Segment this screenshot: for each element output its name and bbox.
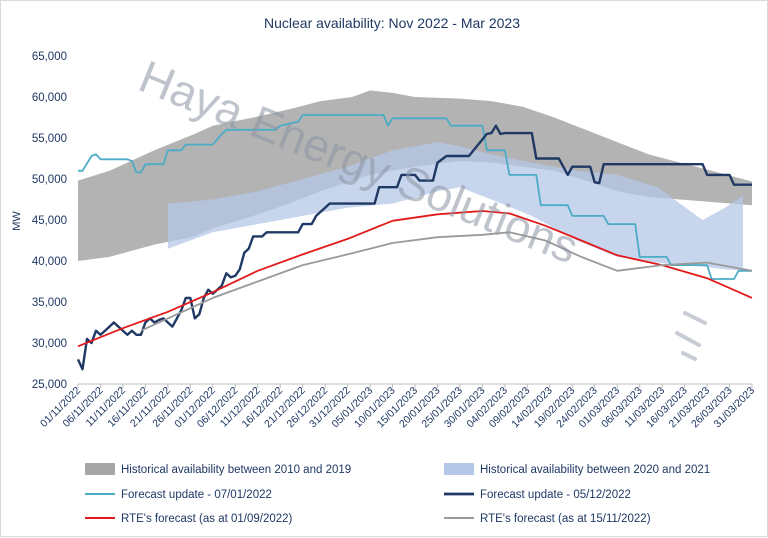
y-tick-label: 35,000 bbox=[32, 297, 67, 309]
y-tick-label: 25,000 bbox=[32, 379, 67, 391]
series-line-forecast-update-07-01-2022 bbox=[78, 114, 752, 280]
legend-label-forecast-update-05-12-2022: Forecast update - 05/12/2022 bbox=[480, 489, 631, 501]
series-line-rte-s-forecast-as-at-01-09-2022 bbox=[77, 210, 753, 348]
series-line-forecast-update-05-12-2022 bbox=[76, 124, 752, 371]
legend-swatch-historical-availability-between-2010-and-2019 bbox=[85, 463, 115, 475]
y-tick-label: 45,000 bbox=[32, 215, 67, 227]
y-tick-label: 30,000 bbox=[32, 338, 67, 350]
watermark-logo-icon bbox=[675, 311, 707, 361]
legend-label-historical-availability-between-2010-and-2019: Historical availability between 2010 and… bbox=[121, 464, 351, 476]
legend-label-rte-s-forecast-as-at-15-11-2022: RTE's forecast (as at 15/11/2022) bbox=[480, 513, 651, 525]
series-line-rte-s-forecast-as-at-15-11-2022 bbox=[140, 231, 753, 332]
legend-label-forecast-update-07-01-2022: Forecast update - 07/01/2022 bbox=[121, 489, 272, 501]
y-tick-label: 40,000 bbox=[32, 256, 67, 268]
y-tick-label: 65,000 bbox=[32, 51, 67, 63]
plot-area: Haya Energy Solutions bbox=[76, 50, 753, 385]
legend-label-rte-s-forecast-as-at-01-09-2022: RTE's forecast (as at 01/09/2022) bbox=[121, 513, 293, 525]
band-historical-availability-between-2010-and-2019 bbox=[78, 90, 752, 262]
legend: Historical availability between 2010 and… bbox=[85, 463, 710, 525]
y-tick-label: 50,000 bbox=[32, 174, 67, 186]
y-tick-label: 55,000 bbox=[32, 133, 67, 145]
bands-layer bbox=[78, 90, 752, 271]
x-axis: 01/11/202206/11/202211/11/202216/11/2022… bbox=[38, 384, 757, 430]
y-axis-label: MW bbox=[11, 211, 23, 231]
band-historical-availability-between-2020-and-2021 bbox=[167, 142, 743, 271]
y-tick-label: 60,000 bbox=[32, 92, 67, 104]
legend-swatch-historical-availability-between-2020-and-2021 bbox=[444, 463, 474, 475]
legend-label-historical-availability-between-2020-and-2021: Historical availability between 2020 and… bbox=[480, 464, 710, 476]
chart-title: Nuclear availability: Nov 2022 - Mar 202… bbox=[264, 15, 520, 31]
y-axis: 25,000 30,000 35,000 40,000 45,000 50,000 55,0… bbox=[32, 51, 67, 391]
series-layer bbox=[76, 114, 753, 371]
